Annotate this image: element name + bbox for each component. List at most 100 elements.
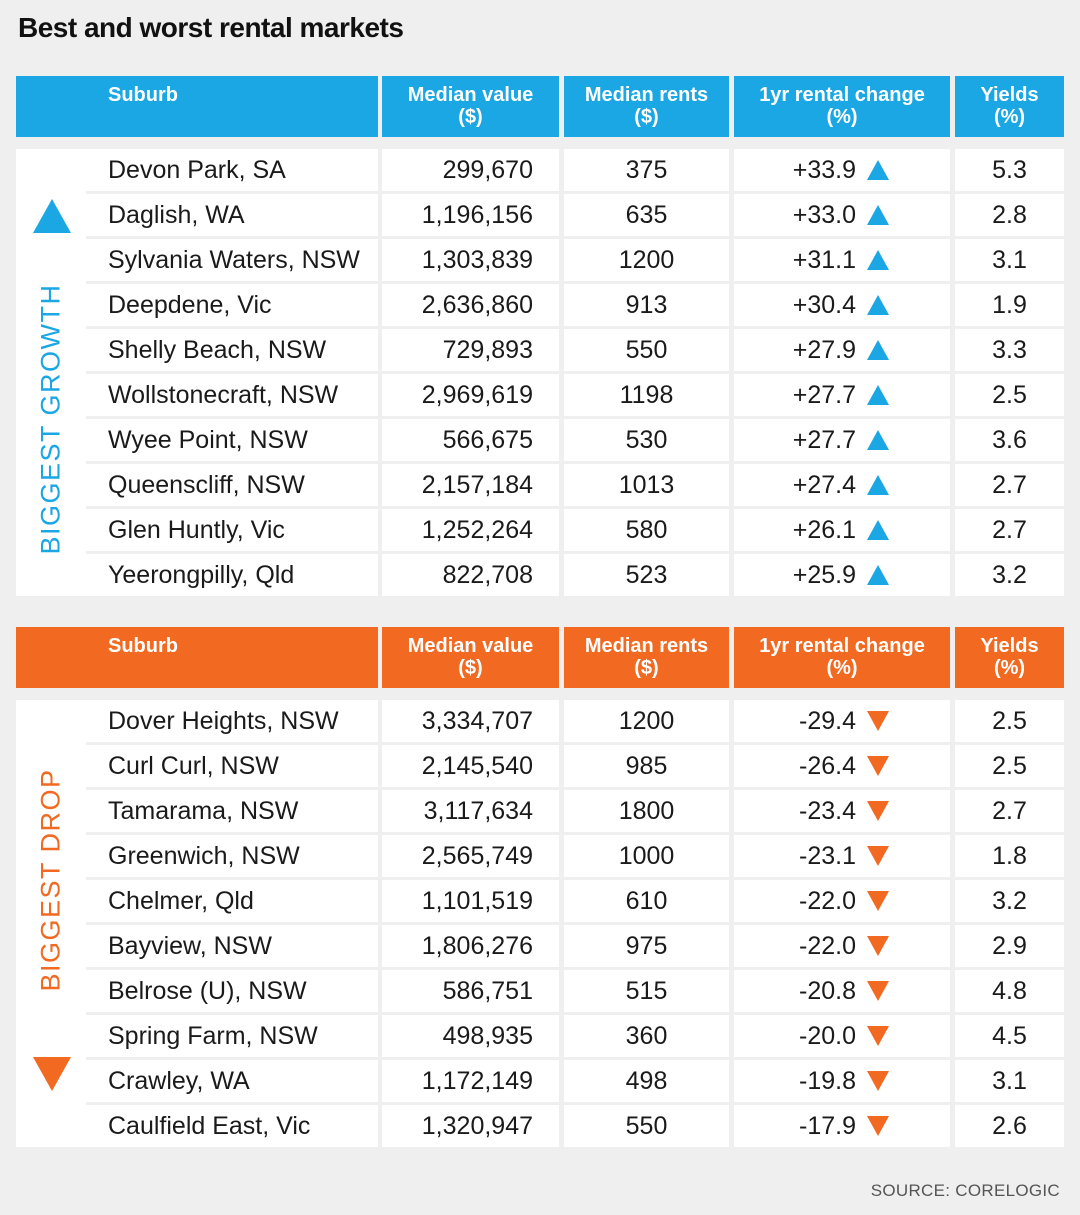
median-value-cell: 586,751 — [382, 970, 559, 1012]
median-value-cell: 2,157,184 — [382, 464, 559, 506]
suburb-cell-text: Daglish, WA — [108, 201, 245, 229]
median-rents-cell: 580 — [564, 509, 729, 551]
median-value-cell: 1,252,264 — [382, 509, 559, 551]
rental-change-cell: +27.4 — [734, 464, 950, 506]
median-value-cell-text: 3,117,634 — [423, 797, 533, 825]
rental-change-cell: +31.1 — [734, 239, 950, 281]
triangle-down-icon — [867, 801, 889, 821]
table-row: Daglish, WA 1,196,156 635 +33.0 2.8 — [16, 194, 1064, 239]
median-value-cell-text: 1,196,156 — [421, 201, 533, 229]
median-rents-cell: 550 — [564, 1105, 729, 1147]
yield-cell: 2.7 — [955, 464, 1064, 506]
median-rents-cell: 1800 — [564, 790, 729, 832]
header-median-rents: Median rents ($) — [564, 627, 729, 688]
triangle-down-icon — [867, 846, 889, 866]
suburb-cell: Chelmer, Qld — [86, 880, 378, 922]
header-median-value: Median value ($) — [382, 76, 559, 137]
rental-change-cell: +30.4 — [734, 284, 950, 326]
suburb-cell-text: Wyee Point, NSW — [108, 426, 308, 454]
suburb-cell-text: Bayview, NSW — [108, 932, 272, 960]
median-rents-cell-text: 523 — [625, 561, 668, 589]
yield-cell: 1.8 — [955, 835, 1064, 877]
triangle-up-icon — [867, 565, 889, 585]
drop-header: Suburb Median value ($) Median rents ($) 1… — [16, 627, 1064, 688]
yield-cell-text: 1.8 — [992, 842, 1027, 870]
triangle-up-icon — [867, 385, 889, 405]
suburb-cell: Spring Farm, NSW — [86, 1015, 378, 1057]
yield-cell-text: 2.8 — [992, 201, 1027, 229]
header-yields: Yields (%) — [955, 627, 1064, 688]
triangle-up-icon — [867, 160, 889, 180]
suburb-cell: Bayview, NSW — [86, 925, 378, 967]
rental-change-cell-text: -19.8 — [799, 1067, 856, 1095]
triangle-down-icon — [867, 756, 889, 776]
drop-arrow-down-icon — [33, 1057, 71, 1091]
median-value-cell-text: 2,157,184 — [421, 471, 533, 499]
suburb-cell-text: Yeerongpilly, Qld — [108, 561, 295, 589]
table-row: Chelmer, Qld 1,101,519 610 -22.0 3.2 — [16, 880, 1064, 925]
median-rents-cell-text: 550 — [625, 336, 668, 364]
table-row: Wyee Point, NSW 566,675 530 +27.7 3.6 — [16, 419, 1064, 464]
median-value-cell-text: 586,751 — [442, 977, 533, 1005]
rental-change-cell: -20.8 — [734, 970, 950, 1012]
drop-section: Suburb Median value ($) Median rents ($) 1… — [16, 627, 1064, 1150]
yield-cell-text: 2.7 — [992, 516, 1027, 544]
growth-rows: Devon Park, SA 299,670 375 +33.9 5.3 Daglish,… — [16, 149, 1064, 599]
median-value-cell: 1,320,947 — [382, 1105, 559, 1147]
yield-cell-text: 3.3 — [992, 336, 1027, 364]
table-row: Belrose (U), NSW 586,751 515 -20.8 4.8 — [16, 970, 1064, 1015]
median-rents-cell-text: 1200 — [618, 707, 675, 735]
triangle-up-icon — [867, 430, 889, 450]
table-row: Bayview, NSW 1,806,276 975 -22.0 2.9 — [16, 925, 1064, 970]
median-value-cell: 3,334,707 — [382, 700, 559, 742]
rental-change-cell: -22.0 — [734, 925, 950, 967]
suburb-cell: Wyee Point, NSW — [86, 419, 378, 461]
median-value-cell-text: 2,969,619 — [421, 381, 533, 409]
rental-change-cell-text: -17.9 — [799, 1112, 856, 1140]
yield-cell-text: 5.3 — [992, 156, 1027, 184]
yield-cell-text: 2.5 — [992, 381, 1027, 409]
rental-change-cell: -23.4 — [734, 790, 950, 832]
suburb-cell-text: Chelmer, Qld — [108, 887, 254, 915]
table-row: Crawley, WA 1,172,149 498 -19.8 3.1 — [16, 1060, 1064, 1105]
yield-cell-text: 1.9 — [992, 291, 1027, 319]
median-value-cell: 2,145,540 — [382, 745, 559, 787]
median-value-cell: 299,670 — [382, 149, 559, 191]
table-row: Devon Park, SA 299,670 375 +33.9 5.3 — [16, 149, 1064, 194]
triangle-up-icon — [867, 340, 889, 360]
drop-rows: Dover Heights, NSW 3,334,707 1200 -29.4 2.5 C… — [16, 700, 1064, 1150]
median-value-cell-text: 1,101,519 — [421, 887, 533, 915]
median-rents-cell: 1000 — [564, 835, 729, 877]
median-value-cell-text: 1,806,276 — [421, 932, 533, 960]
suburb-cell: Greenwich, NSW — [86, 835, 378, 877]
median-rents-cell: 975 — [564, 925, 729, 967]
growth-section: Suburb Median value ($) Median rents ($) 1… — [16, 76, 1064, 599]
median-value-cell: 498,935 — [382, 1015, 559, 1057]
yield-cell: 2.9 — [955, 925, 1064, 967]
suburb-cell: Queenscliff, NSW — [86, 464, 378, 506]
drop-body: BIGGEST DROP Dover Heights, NSW 3,334,707… — [16, 700, 1064, 1150]
yield-cell-text: 2.7 — [992, 471, 1027, 499]
yield-cell-text: 3.6 — [992, 426, 1027, 454]
header-rental-change: 1yr rental change (%) — [734, 76, 950, 137]
header-median-rents: Median rents ($) — [564, 76, 729, 137]
rental-change-cell: -29.4 — [734, 700, 950, 742]
median-rents-cell: 550 — [564, 329, 729, 371]
chart-title: Best and worst rental markets — [18, 12, 404, 43]
rental-change-cell: -23.1 — [734, 835, 950, 877]
rental-change-cell: -20.0 — [734, 1015, 950, 1057]
median-value-cell: 1,172,149 — [382, 1060, 559, 1102]
growth-body: BIGGEST GROWTH Devon Park, SA 299,670 375 +… — [16, 149, 1064, 599]
yield-cell-text: 2.5 — [992, 752, 1027, 780]
header-median-value: Median value ($) — [382, 627, 559, 688]
median-value-cell-text: 729,893 — [442, 336, 533, 364]
table-row: Curl Curl, NSW 2,145,540 985 -26.4 2.5 — [16, 745, 1064, 790]
median-rents-cell: 360 — [564, 1015, 729, 1057]
yield-cell: 2.5 — [955, 745, 1064, 787]
rental-change-cell-text: -23.1 — [799, 842, 856, 870]
rental-change-cell-text: -22.0 — [799, 932, 856, 960]
growth-arrow-up-icon — [33, 199, 71, 233]
median-rents-cell: 913 — [564, 284, 729, 326]
table-row: Sylvania Waters, NSW 1,303,839 1200 +31.1 3.… — [16, 239, 1064, 284]
median-value-cell-text: 2,636,860 — [421, 291, 533, 319]
